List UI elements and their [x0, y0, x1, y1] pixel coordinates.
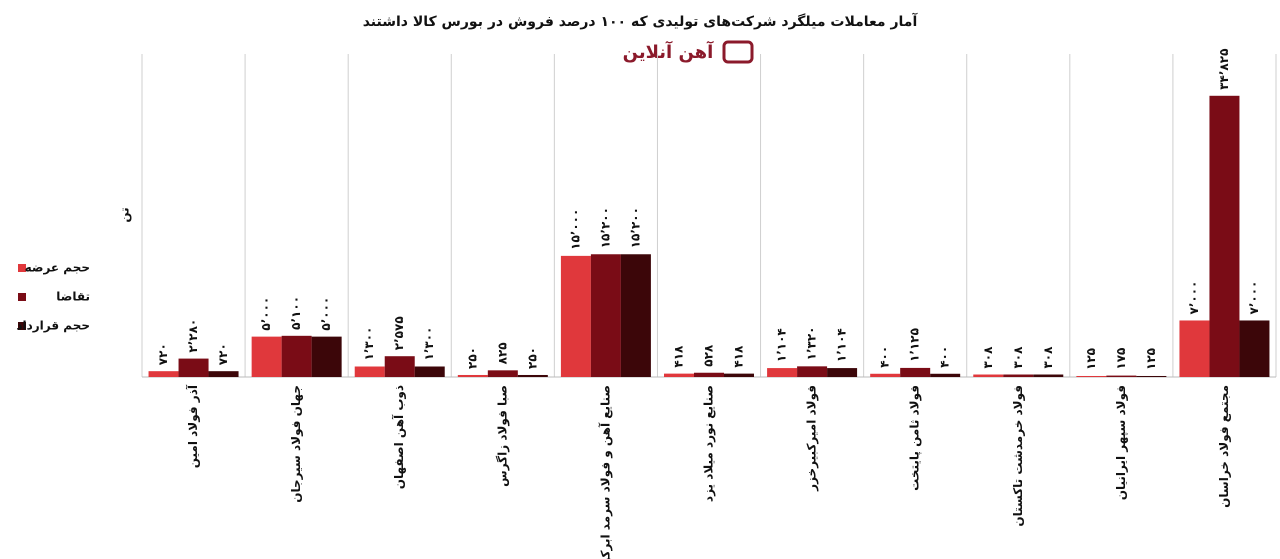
data-label: ۲٬۲۸۰ [186, 319, 200, 353]
bar [590, 254, 621, 377]
bar [517, 374, 548, 377]
bar [797, 366, 828, 377]
data-label: ۱٬۱۰۴ [775, 328, 789, 362]
data-label: ۴۱۸ [732, 345, 746, 368]
bar [1076, 375, 1107, 377]
bar [560, 255, 591, 377]
x-tick-label: فولاد امیرکبیرخزر [805, 385, 820, 492]
data-label: ۷۲۰ [156, 343, 170, 365]
x-tick-label: مجتمع فولاد خراسان [1217, 385, 1232, 508]
data-label: ۱۵٬۰۰۰ [568, 209, 582, 250]
data-label: ۵٬۱۰۰ [289, 296, 303, 330]
data-label: ۱۷۵ [1114, 348, 1128, 370]
data-label: ۱۲۵ [1144, 348, 1158, 370]
data-label: ۲۵۰ [525, 347, 539, 369]
data-label: ۴۰۰ [878, 346, 892, 368]
logo-icon [722, 40, 754, 64]
data-label: ۴۱۸ [672, 345, 686, 368]
x-tick-label: فولاد خرمدشت تاکستان [1011, 385, 1026, 527]
bar [1106, 375, 1137, 377]
bar [870, 373, 901, 377]
x-tick-label: صنایع نورد میلاد یزد [702, 385, 717, 502]
bar [148, 371, 179, 377]
legend-label: حجم قرارداد [16, 319, 90, 333]
data-label: ۸۲۵ [495, 342, 509, 364]
bar [694, 372, 724, 377]
data-label: ۳۰۸ [981, 346, 995, 369]
legend-label: حجم عرضه [25, 261, 90, 275]
data-label: ۱۵٬۲۰۰ [628, 207, 642, 248]
data-label: ۵٬۰۰۰ [259, 297, 273, 331]
data-label: ۱٬۱۲۵ [908, 328, 922, 362]
x-tick-label: جهان فولاد سیرجان [289, 385, 304, 503]
bar [414, 366, 445, 377]
bar [281, 335, 312, 377]
data-label: ۵٬۰۰۰ [319, 297, 333, 331]
bar [1239, 320, 1270, 377]
x-tick-label: آذر فولاد امین [185, 384, 201, 468]
bar [767, 368, 798, 377]
bar [1209, 95, 1240, 378]
bar [620, 254, 651, 377]
bar [1033, 374, 1064, 377]
data-label: ۷٬۰۰۰ [1187, 281, 1201, 315]
data-label: ۱٬۱۰۴ [835, 328, 849, 362]
legend-swatch [18, 293, 26, 301]
bar [827, 368, 858, 377]
bar [1136, 375, 1167, 377]
x-tick-label: ذوب آهن اصفهان [391, 385, 407, 489]
legend-swatch [18, 322, 26, 330]
data-label: ۷٬۰۰۰ [1247, 281, 1261, 315]
bar [311, 336, 342, 377]
bar [354, 366, 385, 377]
data-label: ۴۰۰ [938, 346, 952, 368]
bar [251, 336, 282, 377]
bar [1003, 374, 1034, 377]
data-label: ۳۴٬۸۲۵ [1217, 49, 1231, 90]
bar [900, 367, 931, 377]
bar [1179, 320, 1210, 377]
data-label: ۳۰۸ [1011, 346, 1025, 369]
y-axis-label: تن [118, 207, 132, 222]
bar [930, 373, 961, 377]
bar [487, 370, 518, 377]
data-label: ۱۲۵ [1084, 348, 1098, 370]
bar [973, 374, 1004, 377]
x-tick-label: فولاد سپهر ایرانیان [1114, 385, 1129, 500]
data-label: ۱٬۳۰۰ [362, 327, 376, 361]
data-label: ۲٬۵۷۵ [392, 316, 406, 350]
data-label: ۱۵٬۲۰۰ [598, 207, 612, 248]
data-label: ۱٬۳۰۰ [422, 327, 436, 361]
legend-swatch [18, 264, 26, 272]
data-label: ۷۲۰ [216, 343, 230, 365]
data-label: ۳۰۸ [1041, 346, 1055, 369]
x-tick-label: صبا فولاد زاگرس [495, 385, 510, 487]
bar [384, 356, 415, 377]
x-tick-label: فولاد ثامن پایتخت [908, 385, 923, 491]
legend-label: تقاضا [56, 290, 90, 304]
bar [208, 371, 239, 377]
logo-text: آهن آنلاین [623, 40, 714, 63]
data-label: ۱٬۳۲۰ [805, 326, 819, 360]
bar [178, 358, 209, 377]
chart-title: آمار معاملات میلگرد شرکت‌های تولیدی که ۱… [363, 12, 919, 30]
data-label: ۲۵۰ [465, 347, 479, 369]
bar [457, 374, 488, 377]
data-label: ۵۲۸ [702, 344, 716, 367]
x-tick-label: صنایع آهن و فولاد سرمد ابرکوه [597, 385, 613, 559]
bar [664, 373, 694, 377]
bar [724, 373, 754, 377]
